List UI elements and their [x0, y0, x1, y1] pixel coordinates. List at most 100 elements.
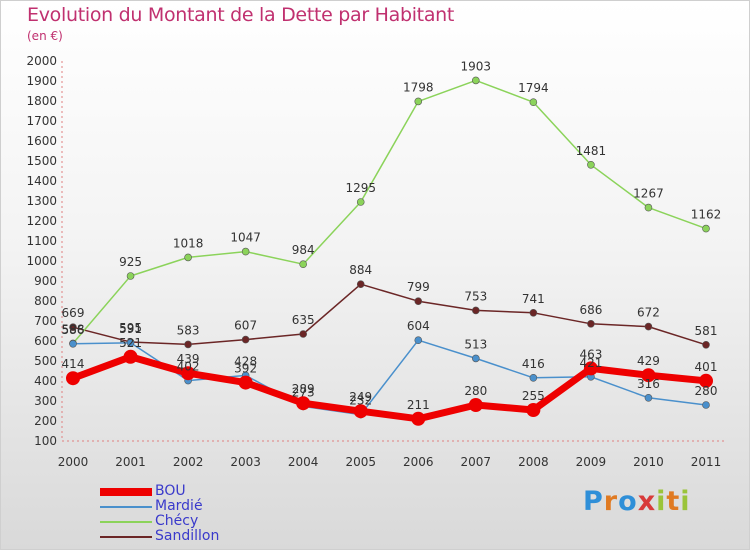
data-label-bou: 289 [292, 382, 315, 396]
data-label-sandillon: 669 [62, 306, 85, 320]
series-line-checy [72, 79, 707, 345]
data-point-sandillon [69, 323, 77, 332]
y-tick-label: 1000 [26, 254, 57, 268]
y-tick-label: 1600 [26, 134, 57, 148]
series-line-bou [69, 353, 710, 423]
data-label-checy: 1794 [518, 81, 549, 95]
data-label-sandillon: 607 [234, 319, 257, 333]
data-point-checy [414, 97, 423, 106]
y-tick-label: 1200 [26, 214, 57, 228]
data-label-mardie: 428 [234, 354, 257, 368]
data-label-bou: 429 [637, 354, 660, 368]
data-label-checy: 1903 [461, 59, 492, 73]
data-point-bou [353, 404, 368, 419]
x-tick-label: 2003 [230, 455, 261, 469]
y-tick-label: 1500 [26, 154, 57, 168]
data-label-checy: 1295 [345, 181, 376, 195]
data-label-bou: 280 [464, 384, 487, 398]
data-point-checy [299, 260, 307, 269]
data-label-mardie: 316 [637, 377, 660, 391]
data-point-checy [126, 272, 135, 280]
x-tick-label: 2001 [115, 455, 146, 469]
y-tick-label: 700 [34, 314, 57, 328]
data-label-bou: 521 [119, 336, 142, 350]
data-point-mardie [702, 401, 710, 409]
series-line-sandillon [72, 283, 707, 346]
y-tick-label: 600 [34, 334, 57, 348]
x-tick-label: 2011 [691, 455, 722, 469]
data-point-bou [123, 349, 138, 364]
logo-letter: P [583, 486, 604, 517]
data-label-checy: 1481 [576, 144, 607, 158]
data-label-checy: 1047 [230, 231, 261, 245]
data-point-bou [526, 403, 541, 417]
y-tick-label: 1400 [26, 174, 57, 188]
data-label-sandillon: 635 [292, 313, 315, 327]
data-point-checy [587, 161, 595, 169]
data-point-checy [184, 253, 192, 262]
data-label-bou: 211 [407, 398, 430, 412]
data-point-checy [529, 98, 538, 106]
legend-swatch [100, 488, 152, 496]
data-label-sandillon: 741 [522, 292, 545, 306]
y-tick-label: 300 [34, 394, 57, 408]
data-point-mardie [414, 336, 423, 345]
data-point-sandillon [587, 319, 595, 328]
data-label-bou: 463 [579, 347, 602, 361]
x-tick-label: 2010 [633, 455, 664, 469]
data-point-mardie [69, 339, 77, 348]
y-tick-label: 500 [34, 354, 57, 368]
y-tick-label: 800 [34, 294, 57, 308]
data-point-sandillon [529, 308, 538, 317]
data-label-checy: 1798 [403, 80, 434, 94]
x-tick-label: 2004 [288, 455, 319, 469]
logo-letter: x [637, 486, 657, 517]
legend-label: BOU [155, 483, 186, 499]
data-label-bou: 392 [234, 362, 257, 376]
data-label-mardie: 591 [119, 322, 142, 336]
y-tick-label: 1700 [26, 114, 57, 128]
y-tick-label: 1800 [26, 94, 57, 108]
data-labels: 669 595 583 607 635 884 799 753 741 686 672 581 588 9… [62, 59, 722, 411]
chart-unit: (en €) [27, 29, 63, 43]
data-label-mardie: 421 [579, 356, 602, 370]
data-label-mardie: 416 [522, 357, 545, 371]
data-label-checy: 1267 [633, 187, 664, 201]
data-label-checy: 925 [119, 255, 142, 269]
x-tick-label: 2002 [173, 455, 204, 469]
data-label-bou: 414 [62, 357, 85, 371]
data-point-bou [699, 373, 713, 388]
logo-letter: t [666, 486, 681, 517]
data-label-mardie: 402 [177, 360, 200, 374]
data-label-bou: 255 [522, 389, 545, 403]
data-label-sandillon: 799 [407, 280, 430, 294]
series-line-mardie [72, 339, 707, 416]
y-tick-label: 900 [34, 274, 57, 288]
data-point-sandillon [702, 340, 710, 349]
series-layer [66, 76, 713, 426]
data-point-sandillon [299, 330, 307, 338]
data-label-sandillon: 884 [349, 263, 372, 277]
data-label-checy: 1162 [691, 208, 722, 222]
y-tick-label: 100 [34, 434, 57, 448]
data-point-checy [356, 198, 365, 206]
x-tick-label: 2009 [576, 455, 607, 469]
y-tick-label: 400 [34, 374, 57, 388]
data-point-sandillon [184, 340, 192, 349]
legend-label: Chécy [155, 513, 199, 529]
data-point-sandillon [356, 280, 365, 289]
x-tick-label: 2007 [461, 455, 492, 469]
data-label-sandillon: 583 [177, 323, 200, 337]
data-label-checy: 588 [62, 322, 85, 336]
data-point-mardie [472, 354, 480, 363]
y-tick-label: 2000 [26, 54, 57, 68]
y-tick-label: 1300 [26, 194, 57, 208]
data-point-checy [702, 224, 710, 233]
legend-swatch [100, 521, 152, 523]
x-tick-label: 2008 [518, 455, 549, 469]
data-label-sandillon: 672 [637, 306, 660, 320]
data-point-sandillon [472, 306, 480, 315]
data-point-checy [472, 76, 480, 85]
logo-letter: i [680, 486, 691, 517]
